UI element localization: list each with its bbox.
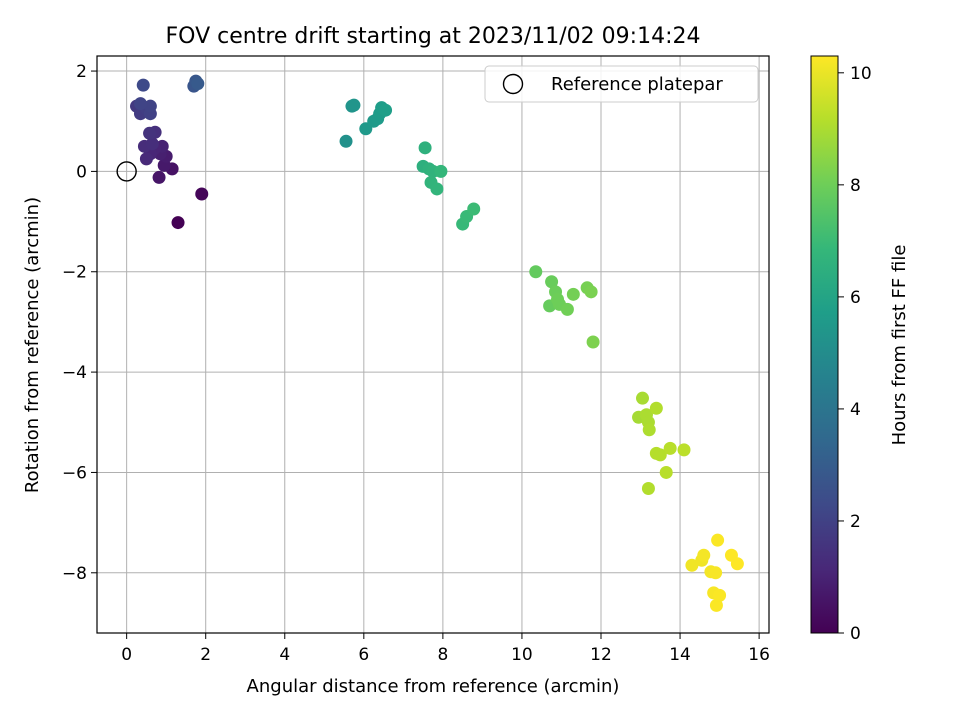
x-tick-label: 10 [511,645,533,665]
y-axis-ticks: 2 0 −2 −4 −6 −8 [62,62,97,584]
x-tick-label: 6 [358,645,369,665]
data-point [636,391,650,405]
data-point [347,98,361,112]
legend-label: Reference platepar [551,74,723,95]
data-point [136,78,150,92]
data-point [191,77,205,91]
data-point [685,558,699,572]
y-axis-label: Rotation from reference (arcmin) [22,197,43,493]
data-point [566,287,580,301]
colorbar-gradient [810,55,839,634]
data-point [560,302,574,316]
data-point [709,566,723,580]
data-point [697,548,711,562]
colorbar-label: Hours from first FF file [889,245,910,446]
x-axis-label: Angular distance from reference (arcmin) [247,676,620,697]
legend-box [484,65,759,103]
x-tick-label: 4 [279,645,290,665]
data-point [195,187,209,201]
data-point [143,99,157,113]
y-tick-label: 2 [76,62,87,82]
x-tick-label: 0 [121,645,132,665]
reference-platepar-marker [116,161,137,182]
data-point [379,103,393,117]
data-point [339,134,353,148]
data-point [663,441,677,455]
data-point [713,588,727,602]
chart-title: FOV centre drift starting at 2023/11/02 … [166,24,701,49]
data-point [529,265,543,279]
colorbar-tick-label: 6 [850,288,861,308]
data-point [641,481,655,495]
data-point [709,598,723,612]
y-tick-label: −8 [62,564,87,584]
data-point [133,97,147,111]
y-tick-label: −6 [62,463,87,483]
colorbar: 0 2 4 6 8 10 Hours from first FF file [810,55,910,644]
data-point [584,285,598,299]
data-point [545,275,559,289]
colorbar-ticks: 0 2 4 6 8 10 [838,64,872,644]
reference-marker [116,161,137,182]
colorbar-tick-label: 8 [850,176,861,196]
colorbar-tick-label: 10 [850,64,872,84]
data-point [430,182,444,196]
x-tick-label: 16 [748,645,770,665]
x-tick-label: 8 [437,645,448,665]
y-tick-label: 0 [76,162,87,182]
data-point [467,202,481,216]
colorbar-tick-label: 0 [850,624,861,644]
x-axis-ticks: 0 2 4 6 8 10 12 14 16 [121,633,770,665]
data-point [649,401,663,415]
y-tick-label: −4 [62,363,87,383]
data-point [711,533,725,547]
data-point [143,126,157,140]
data-point [139,152,153,166]
data-point [418,141,432,155]
data-point [659,465,673,479]
data-point [642,423,656,437]
data-points [130,74,744,612]
colorbar-tick-label: 4 [850,400,861,420]
data-point [171,216,185,230]
data-point [434,164,448,178]
grid-lines [97,56,769,633]
legend-marker-icon [502,73,524,95]
data-point [586,335,600,349]
legend: Reference platepar [484,65,759,103]
data-point [653,448,667,462]
x-tick-label: 2 [200,645,211,665]
data-point [730,557,744,571]
y-tick-label: −2 [62,263,87,283]
plot-frame [96,55,770,634]
data-point [145,137,159,151]
data-point [677,443,691,457]
x-tick-label: 12 [590,645,612,665]
x-tick-label: 14 [669,645,691,665]
colorbar-tick-label: 2 [850,512,861,532]
data-point [152,170,166,184]
